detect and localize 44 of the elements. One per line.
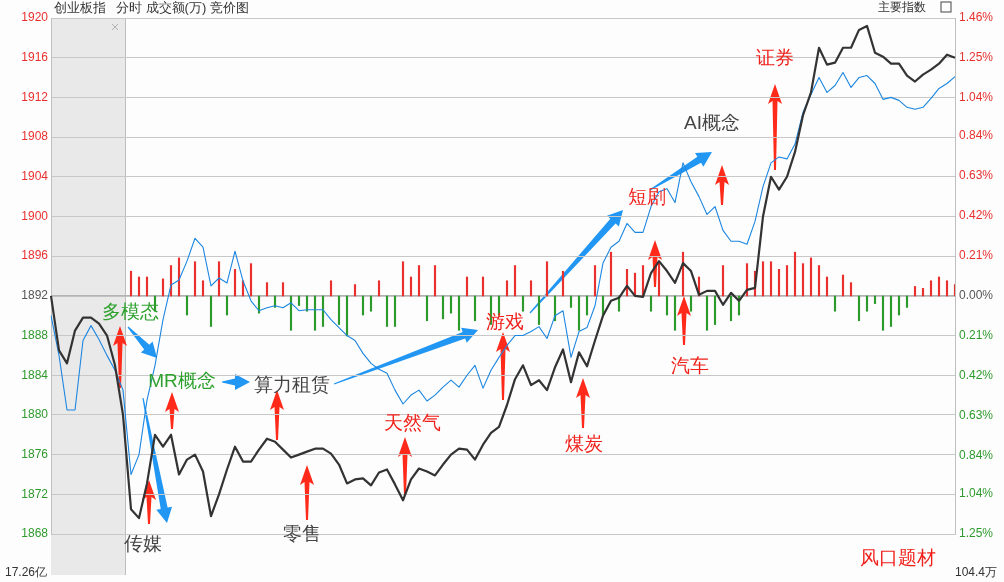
annotation: 证券 [756, 46, 794, 69]
y-tick-label: 1908 [21, 129, 49, 144]
y-tick-label: 1904 [21, 169, 49, 184]
y2-tick-label: 0.42% [959, 368, 994, 383]
annotation: 游戏 [486, 310, 524, 333]
y2-tick-label: 0.63% [959, 168, 994, 183]
y2-tick-label: 0.42% [959, 208, 994, 223]
y2-tick-label: 0.00% [959, 288, 994, 303]
y2-tick-label: 1.04% [959, 486, 994, 501]
y2-tick-label: 0.84% [959, 448, 994, 463]
y-tick-label: 1888 [21, 327, 49, 342]
y2-tick-label: 1.25% [959, 526, 994, 541]
y-tick-label: 1896 [21, 248, 49, 263]
y-tick-label: 1876 [21, 446, 49, 461]
y2-tick-label: 0.63% [959, 408, 994, 423]
y-tick-label: 1868 [21, 526, 49, 541]
chart-subtitle: 分时 成交额(万) 竞价图 [116, 0, 249, 15]
y-tick-label: 1920 [21, 10, 49, 25]
annotation: 天然气 [383, 411, 441, 434]
y2-tick-label: 1.04% [959, 90, 994, 105]
y-tick-label: 1912 [21, 89, 49, 104]
y-tick-label: 1916 [21, 50, 49, 64]
y-tick-label: 1900 [21, 208, 49, 223]
y-tick-label: 1892 [21, 288, 49, 303]
y2-tick-label: 0.84% [959, 128, 994, 143]
y-tick-label: 1872 [21, 486, 49, 501]
y2-tick-label: 0.21% [959, 248, 994, 263]
annotation: 传媒 [124, 532, 162, 555]
annotation: 算力租赁 [254, 373, 330, 396]
annotation: 零售 [283, 522, 321, 545]
text: 17.26亿 [4, 565, 48, 580]
y2-tick-label: 0.21% [959, 328, 994, 343]
annotation: 煤炭 [565, 432, 603, 455]
text: 主要指数 [878, 0, 926, 15]
annotation: 汽车 [671, 354, 709, 377]
y2-tick-label: 1.25% [959, 50, 994, 65]
y-tick-label: 1884 [21, 367, 49, 382]
text: 风口题材 [860, 546, 936, 569]
y-tick-label: 1880 [21, 407, 49, 422]
annotation: AI概念 [684, 111, 740, 134]
chart-title: 创业板指 [54, 0, 106, 15]
y2-tick-label: 1.46% [959, 10, 994, 25]
annotation: 多模态 [101, 300, 159, 323]
text: 104.4万 [954, 565, 998, 580]
